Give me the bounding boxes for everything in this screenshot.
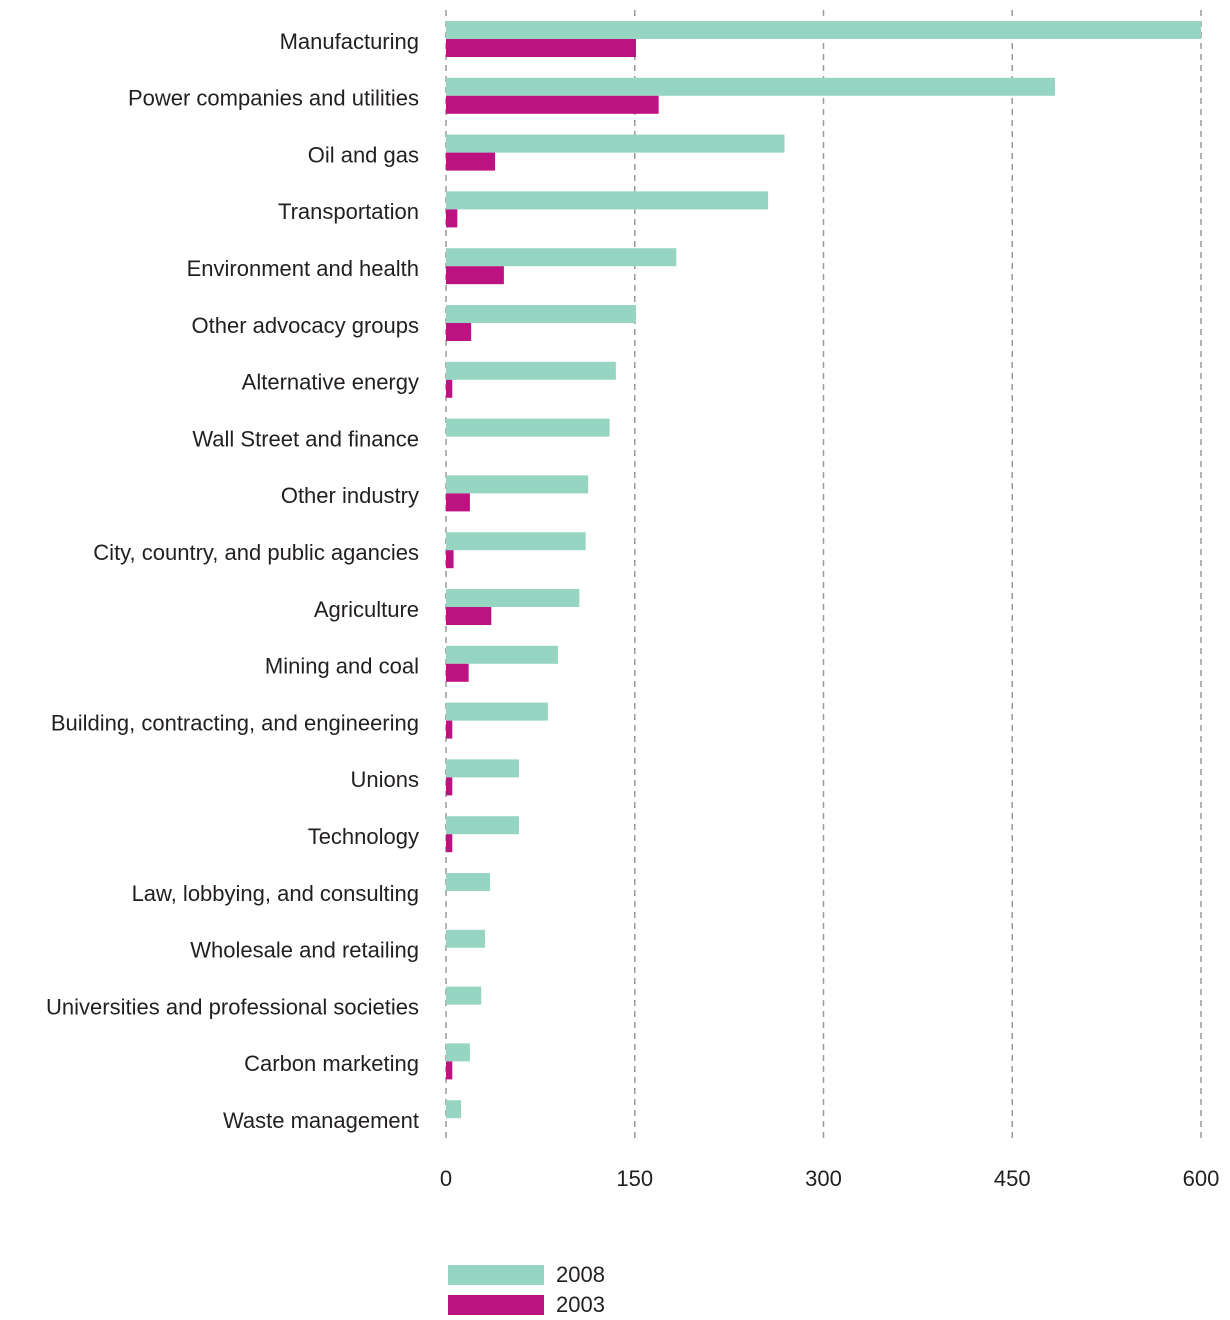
bar-2003 [446,834,453,853]
bar-2008 [446,816,519,835]
category-label: Technology [308,824,419,849]
category-label: Building, contracting, and engineering [51,710,419,735]
category-label: Wall Street and finance [192,426,419,451]
category-label: Manufacturing [280,29,419,54]
bar-2008 [446,475,589,494]
category-label: Carbon marketing [244,1051,419,1076]
bar-2003 [446,379,453,398]
x-tick-label: 150 [616,1166,653,1191]
bar-2003 [446,323,472,341]
bar-2008 [446,1043,470,1062]
bar-2008 [446,589,580,607]
category-label: Mining and coal [265,654,419,679]
bar-2008 [446,305,637,323]
legend-swatch-2003 [448,1295,544,1315]
bar-2008 [446,702,548,721]
category-label: Wholesale and retailing [190,938,419,963]
bar-2003 [446,266,504,285]
bar-2003 [446,209,458,228]
category-label: Oil and gas [308,142,419,167]
bar-2003 [446,39,637,57]
x-tick-label: 0 [440,1166,452,1191]
bar-2008 [446,21,1201,39]
bar-2008 [446,248,677,267]
legend-swatch-2008 [448,1265,544,1285]
x-tick-label: 450 [994,1166,1031,1191]
bar-2003 [446,607,492,625]
bar-2008 [446,986,482,1005]
legend-label-2003: 2003 [556,1292,605,1317]
x-tick-label: 600 [1183,1166,1220,1191]
bar-2008 [446,134,785,153]
bars [446,21,1201,1119]
bar-2003 [446,152,496,171]
bar-2003 [446,493,470,512]
bar-2008 [446,759,519,778]
bar-2008 [446,191,769,210]
bar-2003 [446,1061,453,1080]
x-axis-ticks: 0 150 300 450 600 [440,1166,1219,1191]
category-label: Environment and health [187,256,419,281]
category-label: Other advocacy groups [192,313,419,338]
category-label: Power companies and utilities [128,86,419,111]
x-tick-label: 300 [805,1166,842,1191]
bar-2008 [446,1100,462,1119]
category-label: Other industry [281,483,419,508]
legend-label-2008: 2008 [556,1262,605,1287]
bar-2008 [446,361,616,380]
bar-2008 [446,77,1056,96]
bar-2008 [446,532,586,551]
bar-2008 [446,645,558,664]
category-label: Agriculture [314,597,419,622]
legend: 2008 2003 [448,1262,605,1317]
bar-2003 [446,720,453,739]
bar-2008 [446,418,610,437]
category-label: Universities and professional societies [46,994,419,1019]
grid-lines [445,10,1202,1140]
bar-2003 [446,95,659,114]
category-label: Law, lobbying, and consulting [132,881,419,906]
category-label: Unions [351,767,419,792]
bar-2003 [446,663,469,682]
bar-2008 [446,929,486,948]
bar-2003 [446,777,453,796]
category-labels: Manufacturing Power companies and utiliti… [46,29,419,1133]
bar-2008 [446,873,491,891]
category-label: Waste management [223,1108,419,1133]
bar-2003 [446,550,454,569]
category-label: Alternative energy [242,370,419,395]
category-label: Transportation [278,199,419,224]
category-label: City, country, and public agancies [93,540,419,565]
